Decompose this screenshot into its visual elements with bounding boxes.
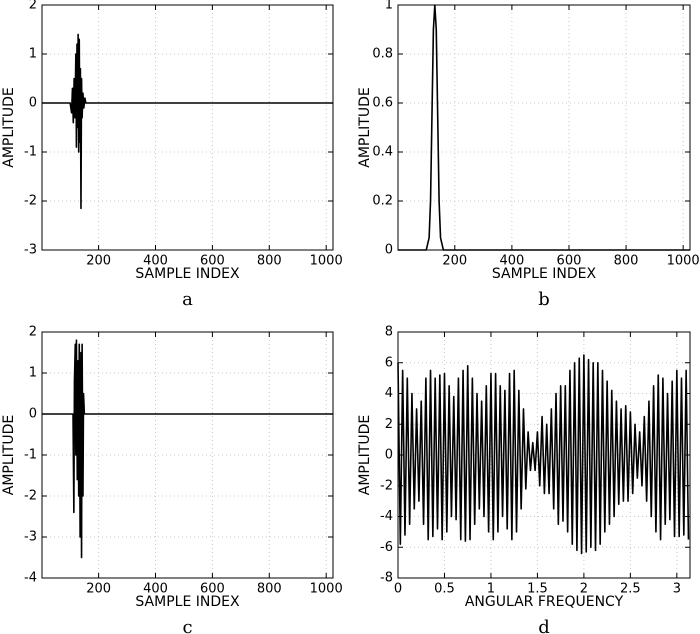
- x-tick-label: 200: [86, 582, 111, 597]
- x-tick-label: 1: [487, 582, 495, 597]
- y-tick-label: 0: [29, 96, 37, 111]
- y-tick-label: 1: [385, 0, 393, 13]
- y-tick-label: -3: [24, 243, 37, 258]
- y-tick-label: -2: [380, 478, 393, 493]
- x-tick-label: 800: [614, 254, 639, 269]
- x-axis-label: SAMPLE INDEX: [135, 594, 240, 610]
- x-tick-label: 3: [673, 582, 681, 597]
- y-tick-label: 2: [29, 0, 37, 13]
- x-tick-label: 0: [394, 582, 402, 597]
- x-tick-label: 2: [580, 582, 588, 597]
- y-tick-label: 2: [29, 325, 37, 340]
- panel-caption: d: [538, 617, 550, 634]
- signal-line: [397, 354, 690, 555]
- y-tick-label: 4: [385, 386, 393, 401]
- y-axis-label: AMPLITUDE: [357, 87, 373, 167]
- y-tick-label: 2: [385, 417, 393, 432]
- x-tick-label: 400: [499, 254, 524, 269]
- y-tick-label: -6: [380, 540, 393, 555]
- y-tick-label: -4: [24, 571, 37, 586]
- y-tick-label: -2: [24, 489, 37, 504]
- x-tick-label: 1000: [310, 254, 343, 269]
- y-tick-label: -1: [24, 145, 37, 160]
- plot-frame: [397, 4, 691, 251]
- x-tick-label: 1000: [667, 254, 700, 269]
- x-axis-label: SAMPLE INDEX: [492, 266, 597, 282]
- x-tick-label: 0.5: [434, 582, 455, 597]
- y-tick-label: -3: [24, 530, 37, 545]
- signal-line: [42, 33, 333, 210]
- x-tick-label: 800: [257, 582, 282, 597]
- y-axis-label: AMPLITUDE: [1, 415, 17, 495]
- plot-frame: [41, 4, 334, 251]
- plot-frame: [397, 331, 691, 579]
- y-tick-label: 8: [385, 325, 393, 340]
- x-tick-label: 600: [200, 582, 225, 597]
- x-tick-label: 400: [143, 582, 168, 597]
- x-tick-label: 200: [442, 254, 467, 269]
- y-tick-label: 6: [385, 355, 393, 370]
- y-tick-label: 0: [385, 448, 393, 463]
- x-tick-label: 2.5: [620, 582, 641, 597]
- y-tick-label: 0.6: [372, 96, 393, 111]
- x-tick-label: 600: [200, 254, 225, 269]
- plot-frame: [41, 331, 334, 579]
- y-tick-label: 1: [29, 366, 37, 381]
- x-tick-label: 200: [86, 254, 111, 269]
- y-tick-label: -2: [24, 194, 37, 209]
- y-tick-label: -8: [380, 571, 393, 586]
- y-tick-label: -1: [24, 448, 37, 463]
- panel-caption: b: [538, 289, 550, 310]
- x-axis-label: ANGULAR FREQUENCY: [465, 594, 624, 610]
- signal-line: [42, 339, 333, 559]
- y-tick-label: 0: [385, 243, 393, 258]
- y-tick-label: -4: [380, 509, 393, 524]
- y-axis-label: AMPLITUDE: [357, 415, 373, 495]
- panel-caption: a: [182, 289, 193, 310]
- panel-caption: c: [182, 617, 192, 634]
- y-tick-label: 0.4: [372, 145, 393, 160]
- y-tick-label: 0.2: [372, 194, 393, 209]
- x-tick-label: 400: [143, 254, 168, 269]
- y-tick-label: 1: [29, 47, 37, 62]
- x-tick-label: 600: [557, 254, 582, 269]
- y-tick-label: 0: [29, 407, 37, 422]
- x-tick-label: 1.5: [527, 582, 548, 597]
- y-tick-label: 0.8: [372, 47, 393, 62]
- x-tick-label: 800: [257, 254, 282, 269]
- x-axis-label: SAMPLE INDEX: [135, 266, 240, 282]
- signal-line: [398, 4, 690, 251]
- x-tick-label: 1000: [310, 582, 343, 597]
- y-axis-label: AMPLITUDE: [1, 87, 17, 167]
